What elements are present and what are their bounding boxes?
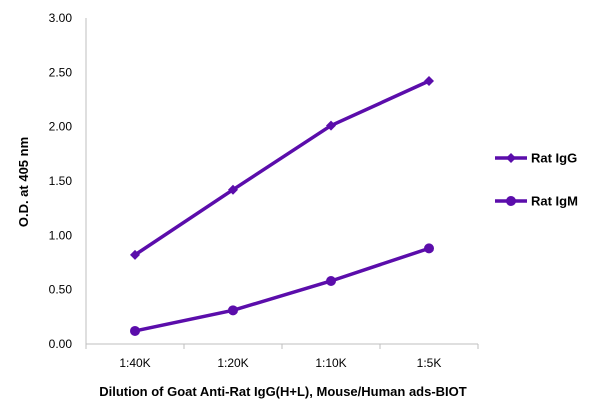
data-point-rat-igg xyxy=(326,120,336,131)
legend-label-rat-igm: Rat IgM xyxy=(531,194,578,209)
y-tick-labels: 0.00 0.50 1.00 1.50 2.00 2.50 3.00 xyxy=(49,11,73,351)
series-group xyxy=(130,76,434,336)
data-point-rat-igm xyxy=(228,305,238,316)
x-tick-marks xyxy=(85,344,479,349)
y-tick-label: 1.50 xyxy=(49,174,73,188)
data-point-rat-igg xyxy=(424,76,434,87)
data-point-rat-igm xyxy=(424,243,434,254)
x-tick-label: 1:20K xyxy=(217,356,248,370)
y-tick-label: 0.50 xyxy=(49,283,73,297)
legend: Rat IgG Rat IgM xyxy=(495,151,578,209)
x-tick-label: 1:5K xyxy=(417,356,442,370)
y-tick-label: 0.00 xyxy=(49,337,73,351)
y-tick-label: 3.00 xyxy=(49,11,73,25)
data-point-rat-igg xyxy=(130,249,140,260)
y-tick-label: 2.00 xyxy=(49,120,73,134)
data-point-rat-igg xyxy=(228,184,238,195)
x-tick-labels: 1:40K 1:20K 1:10K 1:5K xyxy=(119,356,441,370)
x-tick-label: 1:40K xyxy=(119,356,150,370)
legend-label-rat-igg: Rat IgG xyxy=(531,151,577,166)
data-point-rat-igm xyxy=(326,275,336,286)
series-line-rat-igm xyxy=(133,246,431,333)
data-point-rat-igm xyxy=(130,325,140,336)
x-axis-title: Dilution of Goat Anti-Rat IgG(H+L), Mous… xyxy=(99,384,467,399)
series-line-rat-igg xyxy=(133,79,431,257)
legend-marker-rat-igg xyxy=(506,153,516,163)
legend-marker-rat-igm xyxy=(506,196,516,206)
y-tick-label: 1.00 xyxy=(49,228,73,242)
y-axis-title: O.D. at 405 nm xyxy=(16,137,31,227)
y-tick-label: 2.50 xyxy=(49,65,73,79)
x-tick-label: 1:10K xyxy=(315,356,346,370)
